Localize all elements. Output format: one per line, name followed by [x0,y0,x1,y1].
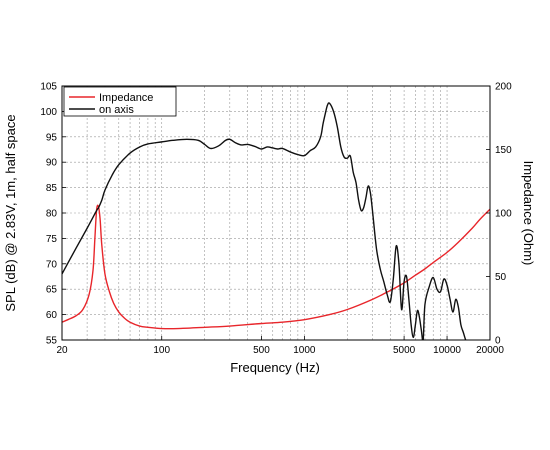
x-tick-label: 1000 [293,345,316,356]
y-axis-left-title: SPL (dB) @ 2.83V, 1m, half space [3,114,18,311]
y-left-tick-label: 95 [46,132,58,143]
y-left-tick-label: 105 [40,82,57,93]
y-left-tick-label: 75 [46,234,58,245]
y-left-tick-label: 65 [46,285,58,296]
y-axis-right-title: Impedance (Ohm) [521,161,536,266]
x-tick-label: 20000 [476,345,504,356]
x-tick-label: 100 [153,345,170,356]
legend-on-axis-label: on axis [99,104,134,116]
series-line-on-axis [62,102,467,340]
x-axis-title: Frequency (Hz) [230,360,320,375]
x-tick-label: 10000 [433,345,461,356]
axis-ticks: 55 60 65 70 75 80 85 90 95 100 105 0 50 100 150 200 20 10… [40,82,512,357]
y-left-tick-label: 90 [46,158,58,169]
y-right-tick-label: 200 [495,82,512,93]
y-left-tick-label: 55 [46,336,58,347]
x-tick-label: 20 [56,345,68,356]
y-right-tick-label: 50 [495,272,507,283]
y-left-tick-label: 100 [40,107,57,118]
x-tick-label: 5000 [393,345,416,356]
series-line-impedance [62,204,490,330]
y-left-tick-label: 60 [46,310,58,321]
y-right-tick-label: 0 [495,336,501,347]
x-tick-label: 500 [253,345,270,356]
y-left-tick-label: 80 [46,209,58,220]
y-left-tick-label: 70 [46,259,58,270]
legend-impedance-label: Impedance [99,92,153,104]
y-left-tick-label: 85 [46,183,58,194]
legend-box [63,86,177,117]
grid [62,86,490,340]
plot-series [62,102,490,340]
legend: Impedance on axis [63,86,177,117]
y-right-tick-label: 150 [495,145,512,156]
y-right-tick-label: 100 [495,209,512,220]
